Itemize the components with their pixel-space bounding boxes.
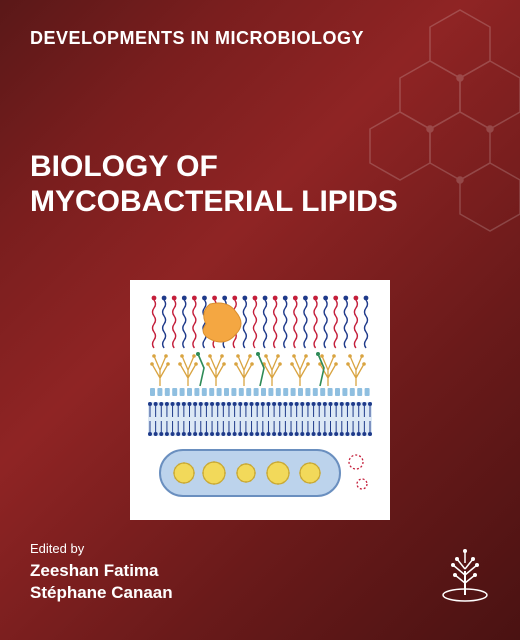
series-title: DEVELOPMENTS IN MICROBIOLOGY	[30, 28, 364, 49]
lipid-diagram	[140, 290, 380, 510]
editor-name-1: Zeeshan Fatima	[30, 560, 173, 582]
editors-block: Edited by Zeeshan Fatima Stéphane Canaan	[30, 541, 173, 604]
ap-tree-icon	[438, 541, 492, 605]
editor-name-2: Stéphane Canaan	[30, 582, 173, 604]
publisher-logo	[438, 541, 492, 610]
title-line-2: MYCOBACTERIAL LIPIDS	[30, 185, 398, 220]
book-title: BIOLOGY OF MYCOBACTERIAL LIPIDS	[30, 150, 398, 219]
cover-figure-panel	[130, 280, 390, 520]
title-line-1: BIOLOGY OF	[30, 150, 398, 185]
edited-by-label: Edited by	[30, 541, 173, 556]
book-cover: DEVELOPMENTS IN MICROBIOLOGY BIOLOGY OF …	[0, 0, 520, 640]
